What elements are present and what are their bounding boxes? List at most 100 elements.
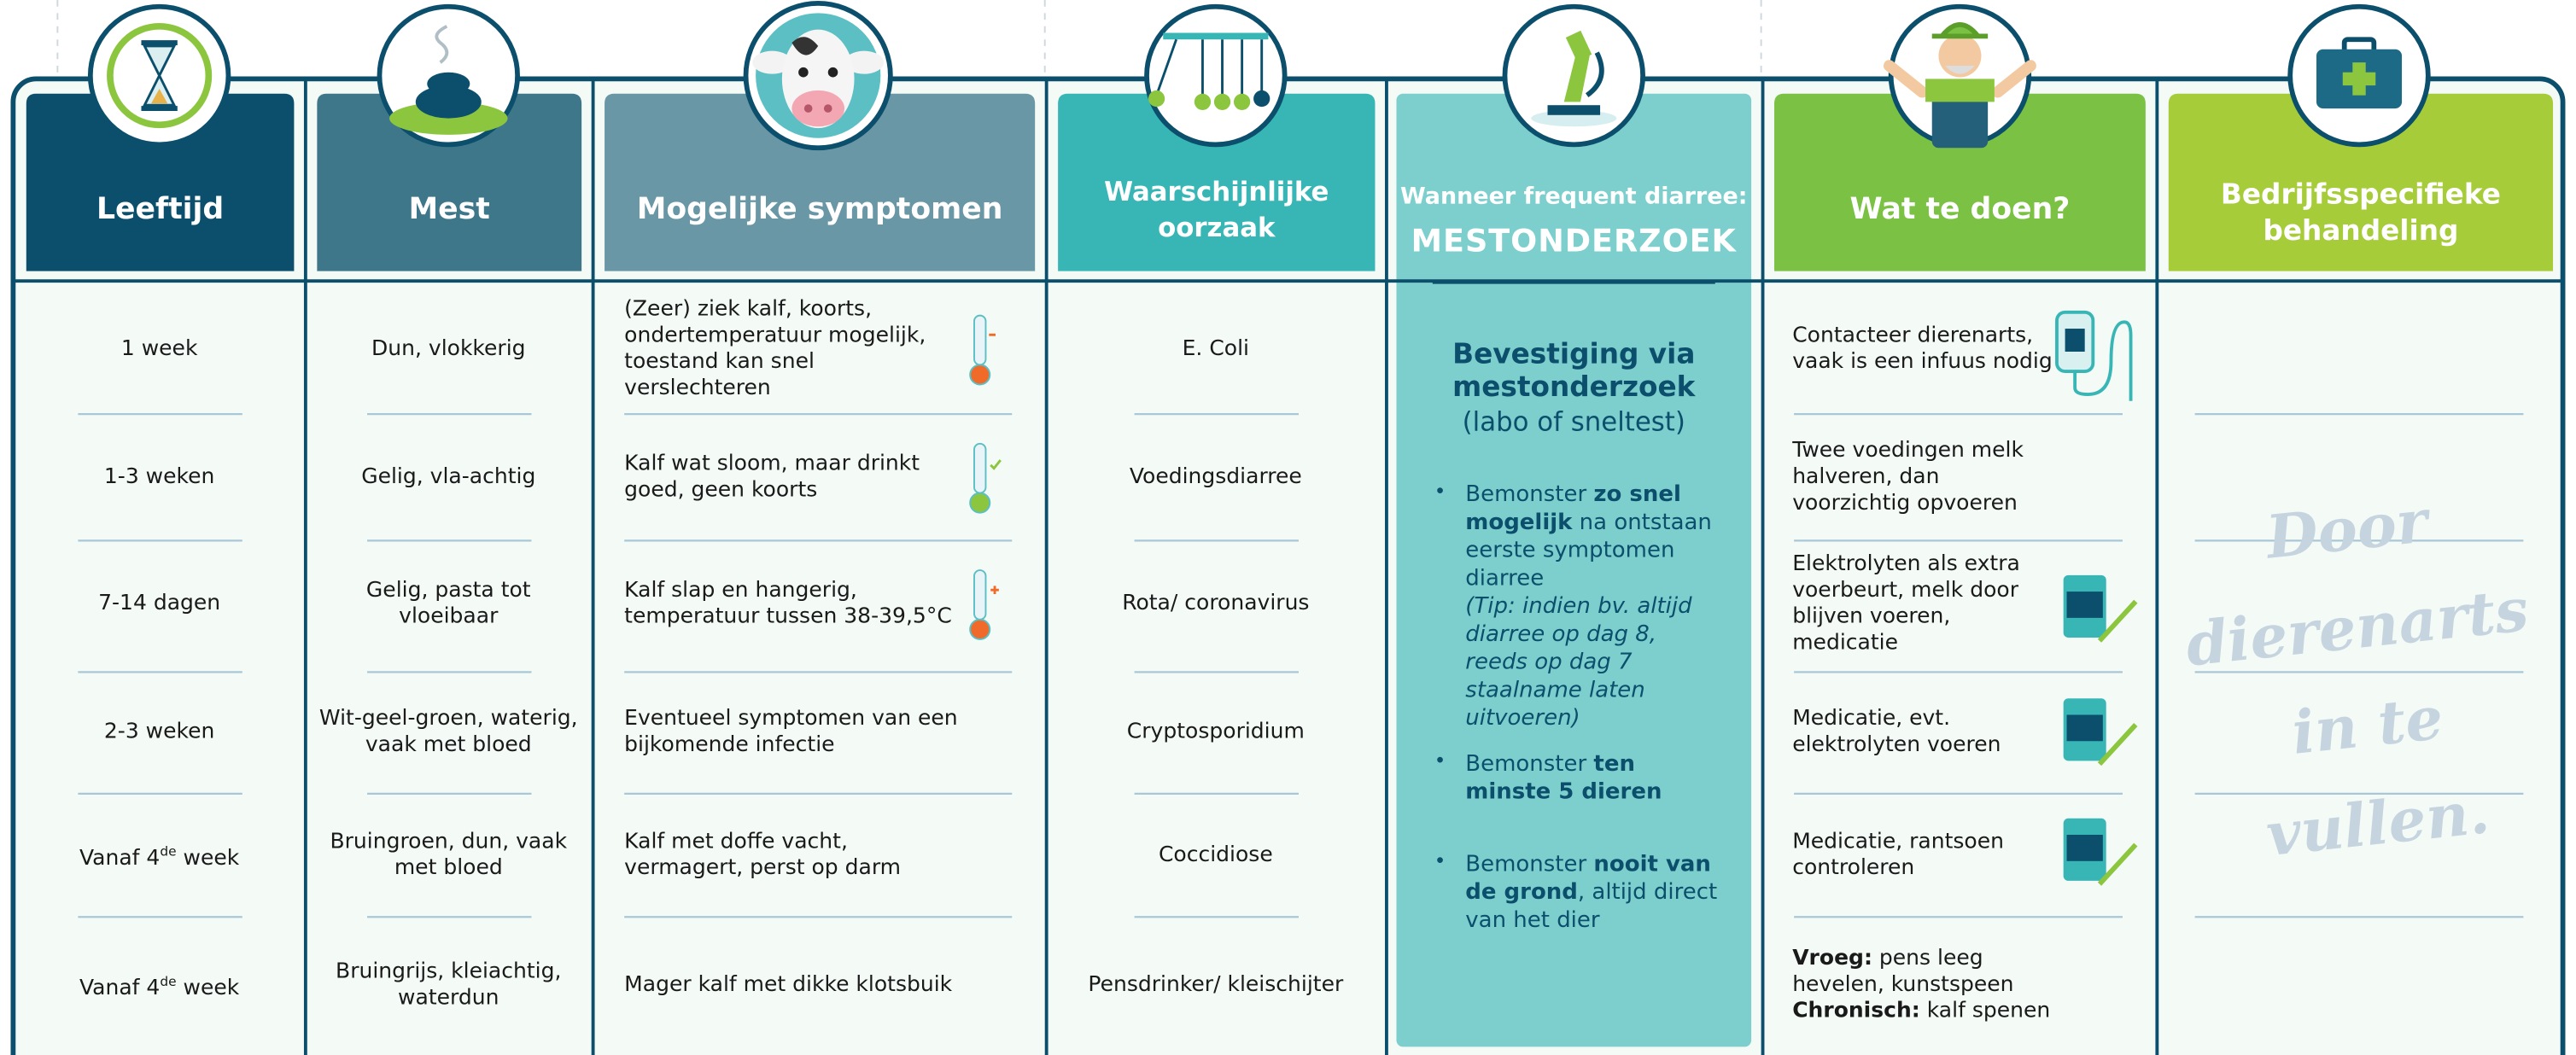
paragraph: Bemonster nooit van de grond, altijd dir…: [1465, 851, 1721, 935]
cell: Kalf met doffe vacht, vermagert, perst o…: [624, 830, 961, 883]
column-header: Bedrijfsspecifieke behandeling: [2220, 178, 2501, 248]
bold-text: ten minste 5 dieren: [1465, 750, 1662, 806]
bullet-dot: •: [1434, 749, 1446, 772]
cell: Elektrolyten als extra voerbeurt, melk d…: [1792, 552, 2055, 657]
paragraph: Vanaf 4de week: [30, 839, 289, 872]
text: Vanaf 4: [79, 846, 161, 871]
text: Dun, vlokkerig: [371, 336, 526, 362]
panel: [1396, 93, 1752, 1047]
cell: Coccidiose: [1068, 843, 1364, 870]
column-header: Leeftijd: [96, 192, 225, 227]
cell: Contacteer dierenarts, vaak is een infuu…: [1792, 323, 2055, 376]
text: kalf spenen: [1919, 999, 2051, 1024]
text: Coccidiose: [1158, 842, 1273, 868]
cell: Twee voedingen melk halveren, dan voorzi…: [1792, 439, 2055, 517]
header-box: [1774, 93, 2146, 271]
cell: Vanaf 4de week: [30, 839, 289, 872]
text: Kalf slap en hangerig, temperatuur tusse…: [624, 578, 952, 630]
bullet-dot: •: [1434, 480, 1446, 504]
text: Cryptosporidium: [1126, 720, 1305, 745]
cell: Gelig, pasta tot vloeibaar: [315, 579, 581, 632]
bold-text: Chronisch:: [1792, 999, 1920, 1024]
cell: (Zeer) ziek kalf, koorts, ondertemperatu…: [624, 297, 961, 402]
text: week: [176, 846, 240, 871]
cell: Kalf slap en hangerig, temperatuur tusse…: [624, 579, 961, 632]
paragraph: Bemonster ten minste 5 dieren: [1465, 751, 1721, 807]
text: Twee voedingen melk halveren, dan voorzi…: [1792, 439, 2024, 516]
infusion: [2055, 310, 2133, 401]
icon-manure: [377, 3, 520, 148]
paragraph: Bemonster zo snel mogelijk na ontstaan e…: [1465, 481, 1721, 593]
cell: Kalf wat sloom, maar drinkt goed, geen k…: [624, 452, 961, 504]
note: Door dierenarts in te vullen.: [2165, 463, 2560, 892]
text: Medicatie, evt. elektrolyten voeren: [1792, 706, 2001, 758]
text: Medicatie, rantsoen controleren: [1792, 830, 2004, 881]
cell: Medicatie, rantsoen controleren: [1792, 830, 2055, 883]
medicine: [2063, 698, 2138, 766]
panel-subheading: (labo of sneltest): [1462, 405, 1685, 438]
bullet-dot: •: [1434, 849, 1446, 873]
bold-text: Vroeg:: [1792, 946, 1872, 971]
bullet-text: Bemonster zo snel mogelijk na ontstaan e…: [1465, 481, 1721, 733]
thermometer-low: [969, 314, 996, 386]
header-small: Wanneer frequent diarree:: [1400, 184, 1748, 211]
column-header: Wat te doen?: [1849, 192, 2071, 227]
header-box: [1058, 93, 1376, 271]
paragraph: Vanaf 4de week: [30, 970, 289, 1003]
cell: 2-3 weken: [30, 720, 289, 746]
text: 2-3 weken: [103, 720, 215, 745]
bullet-text: Bemonster nooit van de grond, altijd dir…: [1465, 851, 1721, 935]
bold-text: zo snel mogelijk: [1465, 481, 1681, 536]
icon-farmer: [1883, 3, 2036, 149]
text: Kalf met doffe vacht, vermagert, perst o…: [624, 830, 902, 881]
text: Eventueel symptomen van een bijkomende i…: [624, 706, 958, 758]
text: 1-3 weken: [103, 464, 215, 490]
thermometer-ok: [969, 442, 1002, 514]
cell: Vroeg: pens leeg hevelen, kunstspeen Chro…: [1792, 947, 2055, 1025]
header-box: [2168, 93, 2554, 271]
paragraph: (Tip: indien bv. altijd diarree op dag 8…: [1465, 593, 1721, 733]
row-icons: [969, 310, 2138, 886]
text: Vanaf 4: [79, 976, 161, 1001]
icon-hourglass: [87, 3, 231, 148]
icons: [87, 0, 2431, 886]
row-separators: [78, 281, 2524, 918]
column-header: Mogelijke symptomen: [636, 192, 1003, 227]
text: Gelig, vla-achtig: [361, 464, 536, 490]
paragraph: Chronisch: kalf spenen: [1792, 1000, 2055, 1026]
icon-medkit: [2287, 3, 2431, 148]
cell: Pensdrinker/ kleischijter: [1068, 973, 1364, 1000]
medicine: [2063, 818, 2138, 886]
cell: Rota/ coronavirus: [1068, 592, 1364, 618]
text: 7-14 dagen: [98, 592, 221, 616]
panel-heading: Bevestiging via mestonderzoek: [1452, 338, 1696, 405]
text: Wit-geel-groen, waterig, vaak met bloed: [318, 706, 578, 758]
thermometer-high: [969, 569, 999, 640]
text: pens leeg hevelen, kunstspeen: [1792, 946, 2014, 998]
text: Bruingrijs, kleiachtig, waterdun: [336, 959, 562, 1011]
text: Rota/ coronavirus: [1122, 592, 1310, 616]
text: Bemonster: [1465, 481, 1594, 508]
dividers: [13, 79, 2563, 1055]
header-box: [605, 93, 1036, 271]
cell: Bruingroen, dun, vaak met bloed: [315, 830, 581, 883]
column-header: Mest: [408, 192, 490, 227]
text: Contacteer dierenarts, vaak is een infuu…: [1792, 323, 2053, 375]
cell: Mager kalf met dikke klotsbuik: [624, 973, 961, 1000]
text: 1 week: [120, 336, 198, 362]
cell: Gelig, vla-achtig: [315, 465, 581, 492]
text: na ontstaan eerste symptomen diarree: [1465, 509, 1712, 592]
text: Bemonster: [1465, 750, 1594, 778]
text: Elektrolyten als extra voerbeurt, melk d…: [1792, 551, 2020, 656]
cell: Eventueel symptomen van een bijkomende i…: [624, 707, 961, 760]
cell: Vanaf 4de week: [30, 970, 289, 1003]
cell: 1-3 weken: [30, 465, 289, 492]
cell: Bruingrijs, kleiachtig, waterdun: [315, 959, 581, 1012]
cell: Dun, vlokkerig: [315, 337, 581, 364]
superscript: de: [160, 974, 177, 989]
cell: 1 week: [30, 337, 289, 364]
header-box: [26, 93, 295, 271]
